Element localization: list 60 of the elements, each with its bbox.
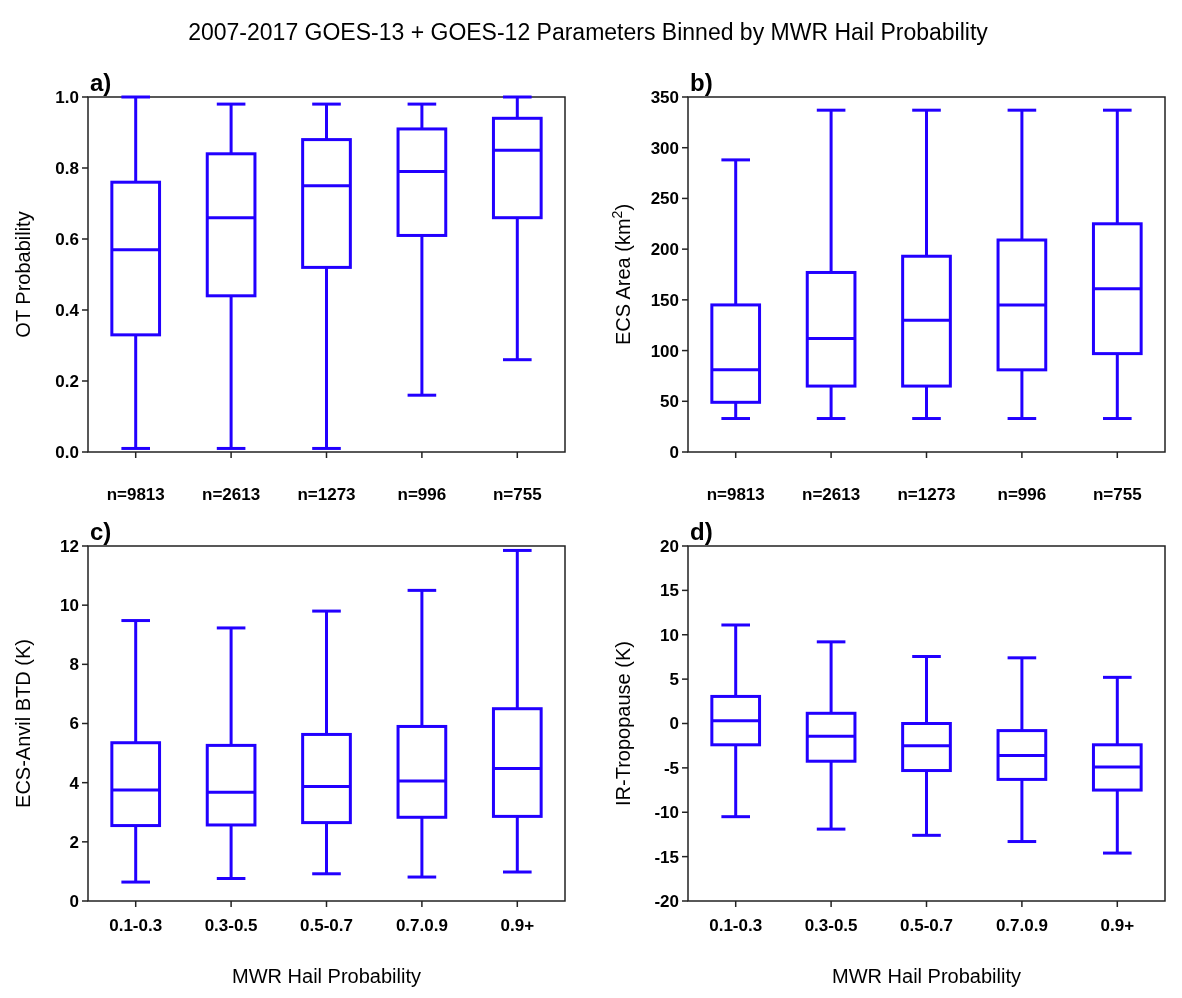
y-tick-label: 20: [660, 536, 679, 556]
y-tick-label: 0: [669, 442, 679, 462]
y-axis-title: ECS-Anvil BTD (K): [12, 639, 34, 808]
text: c): [90, 518, 112, 545]
y-tick-label: 12: [60, 536, 79, 556]
x-tick-label: n=9813: [706, 485, 765, 504]
y-tick-label: 0.2: [55, 371, 79, 391]
x-tick-label: n=996: [397, 485, 447, 504]
x-tick-label: 0.5-0.7: [300, 916, 353, 935]
y-tick-label: 0.0: [55, 442, 79, 462]
y-tick-label: 0: [69, 891, 79, 911]
y-tick-label: 4: [69, 773, 80, 793]
x-tick-label: n=755: [1092, 485, 1142, 504]
chart-title: 2007-2017 GOES-13 + GOES-12 Parameters Binned by MWR Hail Probability: [188, 19, 989, 45]
y-tick-label: -20: [654, 891, 679, 911]
y-tick-label: 350: [650, 87, 679, 107]
x-tick-label: 0.5-0.7: [900, 916, 953, 935]
x-tick-label: n=996: [997, 485, 1047, 504]
x-tick-label: 0.9+: [500, 916, 535, 935]
y-tick-label: 0: [669, 714, 679, 734]
y-tick-label: 8: [69, 655, 79, 675]
y-tick-label: 10: [660, 625, 679, 645]
y-tick-label: 5: [669, 670, 679, 690]
y-axis-title: IR-Tropopause (K): [612, 641, 634, 806]
x-tick-label: n=9813: [106, 485, 165, 504]
x-axis-title: MWR Hail Probability: [832, 965, 1021, 987]
y-tick-label: 15: [660, 581, 679, 601]
x-tick-label: 0.7.0.9: [395, 916, 448, 935]
x-axis-title: MWR Hail Probability: [232, 965, 421, 987]
x-tick-label: n=1273: [897, 485, 956, 504]
y-tick-label: 200: [650, 240, 679, 260]
x-tick-label: n=2613: [202, 485, 261, 504]
y-tick-label: 10: [60, 596, 79, 616]
x-tick-label: 0.7.0.9: [995, 916, 1048, 935]
y-tick-label: 150: [650, 290, 679, 310]
x-tick-label: 0.1-0.3: [709, 916, 763, 935]
y-tick-label: 0.4: [55, 300, 80, 320]
y-axis-title: OT Probability: [12, 211, 34, 338]
y-tick-label: -5: [663, 758, 679, 778]
x-tick-label: n=2613: [802, 485, 861, 504]
y-tick-label: 0.8: [55, 158, 79, 178]
x-tick-label: n=1273: [297, 485, 356, 504]
y-tick-label: 50: [660, 392, 679, 412]
y-tick-label: 100: [650, 341, 679, 361]
text: d): [690, 518, 713, 545]
text: a): [90, 69, 112, 96]
y-tick-label: 0.6: [55, 229, 79, 249]
text: b): [690, 69, 713, 96]
x-tick-label: 0.1-0.3: [109, 916, 163, 935]
y-tick-label: 2: [69, 832, 79, 852]
x-tick-label: 0.3-0.5: [804, 916, 858, 935]
y-tick-label: 1.0: [55, 87, 79, 107]
y-tick-label: -10: [654, 803, 679, 823]
y-tick-label: 6: [69, 714, 79, 734]
x-tick-label: 0.3-0.5: [204, 916, 258, 935]
x-tick-label: 0.9+: [1100, 916, 1135, 935]
y-tick-label: -15: [654, 847, 679, 867]
x-tick-label: n=755: [492, 485, 542, 504]
y-tick-label: 250: [650, 189, 679, 209]
y-tick-label: 300: [650, 138, 679, 158]
